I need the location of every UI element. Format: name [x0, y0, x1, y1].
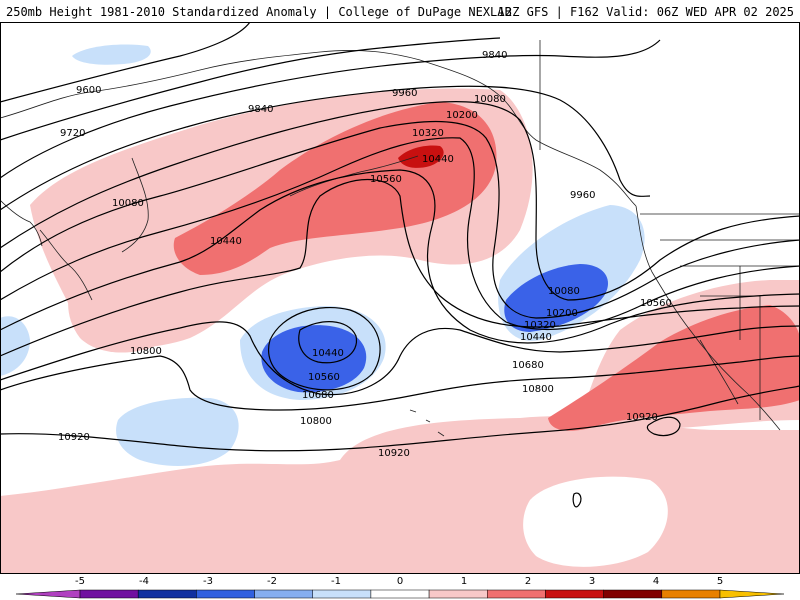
colorbar-segment [15, 589, 81, 599]
contour-label: 10800 [300, 416, 332, 427]
colorbar-tick: -4 [139, 576, 149, 587]
contour-10200 [0, 120, 800, 319]
colorbar-segment [254, 589, 313, 599]
negative-anomaly-east-core [504, 264, 609, 332]
colorbar-ticks: -5 -4 -3 -2 -1 0 1 2 3 4 5 [75, 576, 723, 587]
colorbar-segment [603, 589, 663, 599]
coastline-west-coast [635, 205, 781, 431]
hawaii-islands [409, 409, 445, 437]
colorbar-segment [487, 589, 546, 599]
contour-10440 [0, 169, 800, 344]
contour-label: 9840 [248, 104, 273, 115]
colorbar-tick: 5 [717, 576, 723, 587]
colorbar-segment [370, 589, 430, 599]
contour-label: 10080 [112, 198, 144, 209]
colorbar-tick: -1 [331, 576, 341, 587]
colorbar-tick: 1 [461, 576, 467, 587]
contour-label: 9720 [60, 128, 85, 139]
contour-label: 10680 [302, 390, 334, 401]
contour-label: 10920 [626, 412, 658, 423]
contour-9720 [0, 37, 501, 141]
contour-10920-small [572, 492, 582, 508]
positive-anomaly-southeast-core [548, 305, 800, 431]
colorbar-tick: 3 [589, 576, 595, 587]
negative-anomaly-northwest-small [72, 44, 151, 65]
coastline-aleutians [289, 155, 419, 197]
negative-anomaly-central-core [261, 325, 367, 393]
contour-label: 10800 [130, 346, 162, 357]
contour-10920 [0, 385, 800, 452]
coastline-asia-east [0, 199, 43, 247]
contour-label: 10080 [548, 286, 580, 297]
contour-10440-cut [298, 321, 358, 364]
contour-label: 10920 [58, 432, 90, 443]
coastline-kamchatka [121, 157, 149, 253]
colorbar-segment [719, 589, 785, 599]
colorbar-tick: 2 [525, 576, 531, 587]
coastline-baja [699, 339, 739, 405]
contour-label: 10320 [524, 320, 556, 331]
colorbar-tick: 4 [653, 576, 659, 587]
anomaly-map: 9600 9720 9840 9840 9960 9960 10080 1008… [0, 22, 800, 574]
colorbar-segment [545, 589, 604, 599]
contour-9600 [0, 22, 251, 103]
map-title: 250mb Height 1981-2010 Standardized Anom… [6, 5, 512, 19]
contour-label: 10080 [474, 94, 506, 105]
colorbar-segment [312, 589, 372, 599]
colorbar-segments [15, 589, 785, 599]
contour-label: 10920 [378, 448, 410, 459]
contour-label: 10440 [520, 332, 552, 343]
contour-label: 10320 [412, 128, 444, 139]
neutral-hole-south [523, 476, 668, 567]
contour-9960 [0, 85, 651, 211]
header-bar: 250mb Height 1981-2010 Standardized Anom… [0, 0, 800, 22]
colorbar-segment [79, 589, 139, 599]
contour-label: 9960 [570, 190, 595, 201]
contour-label: 10440 [210, 236, 242, 247]
contour-10800 [0, 355, 800, 411]
negative-anomaly-west-edge [0, 316, 30, 376]
contour-label: 10200 [546, 308, 578, 319]
contour-10080 [0, 101, 800, 301]
positive-anomaly-north-core [173, 102, 497, 275]
contour-label: 10560 [308, 372, 340, 383]
contour-10320 [0, 137, 800, 331]
colorbar-tick: 0 [397, 576, 403, 587]
contour-label: 9840 [482, 50, 507, 61]
colorbar-segment [137, 589, 197, 599]
contour-label: 9600 [76, 85, 101, 96]
colorbar-segment [661, 589, 721, 599]
positive-anomaly-north-max [398, 145, 444, 168]
colorbar-tick: -3 [203, 576, 213, 587]
contour-label: 10440 [422, 154, 454, 165]
contour-labels: 9600 9720 9840 9840 9960 9960 10080 1008… [58, 50, 672, 459]
model-valid-time: 12Z GFS | F162 Valid: 06Z WED APR 02 202… [497, 5, 794, 19]
contour-10560-low [267, 306, 381, 391]
contour-label: 10200 [446, 110, 478, 121]
contour-label: 10560 [370, 174, 402, 185]
state-lines [660, 239, 800, 420]
colorbar-tick: -5 [75, 576, 85, 587]
contour-label: 10440 [312, 348, 344, 359]
contour-10560 [0, 179, 800, 357]
contour-label: 10680 [512, 360, 544, 371]
contour-label: 9960 [392, 88, 417, 99]
colorbar-segment [428, 589, 488, 599]
anomaly-colorbar: -5 -4 -3 -2 -1 0 1 2 3 4 5 [15, 576, 785, 599]
contour-9840 [0, 39, 661, 179]
colorbar-tick: -2 [267, 576, 277, 587]
colorbar-segment [196, 589, 255, 599]
height-contours [0, 22, 800, 508]
contour-label: 10800 [522, 384, 554, 395]
contour-10680 [0, 321, 800, 396]
contour-label: 10560 [640, 298, 672, 309]
contour-10920-loop [646, 416, 681, 437]
coastline-alaska [419, 59, 637, 207]
